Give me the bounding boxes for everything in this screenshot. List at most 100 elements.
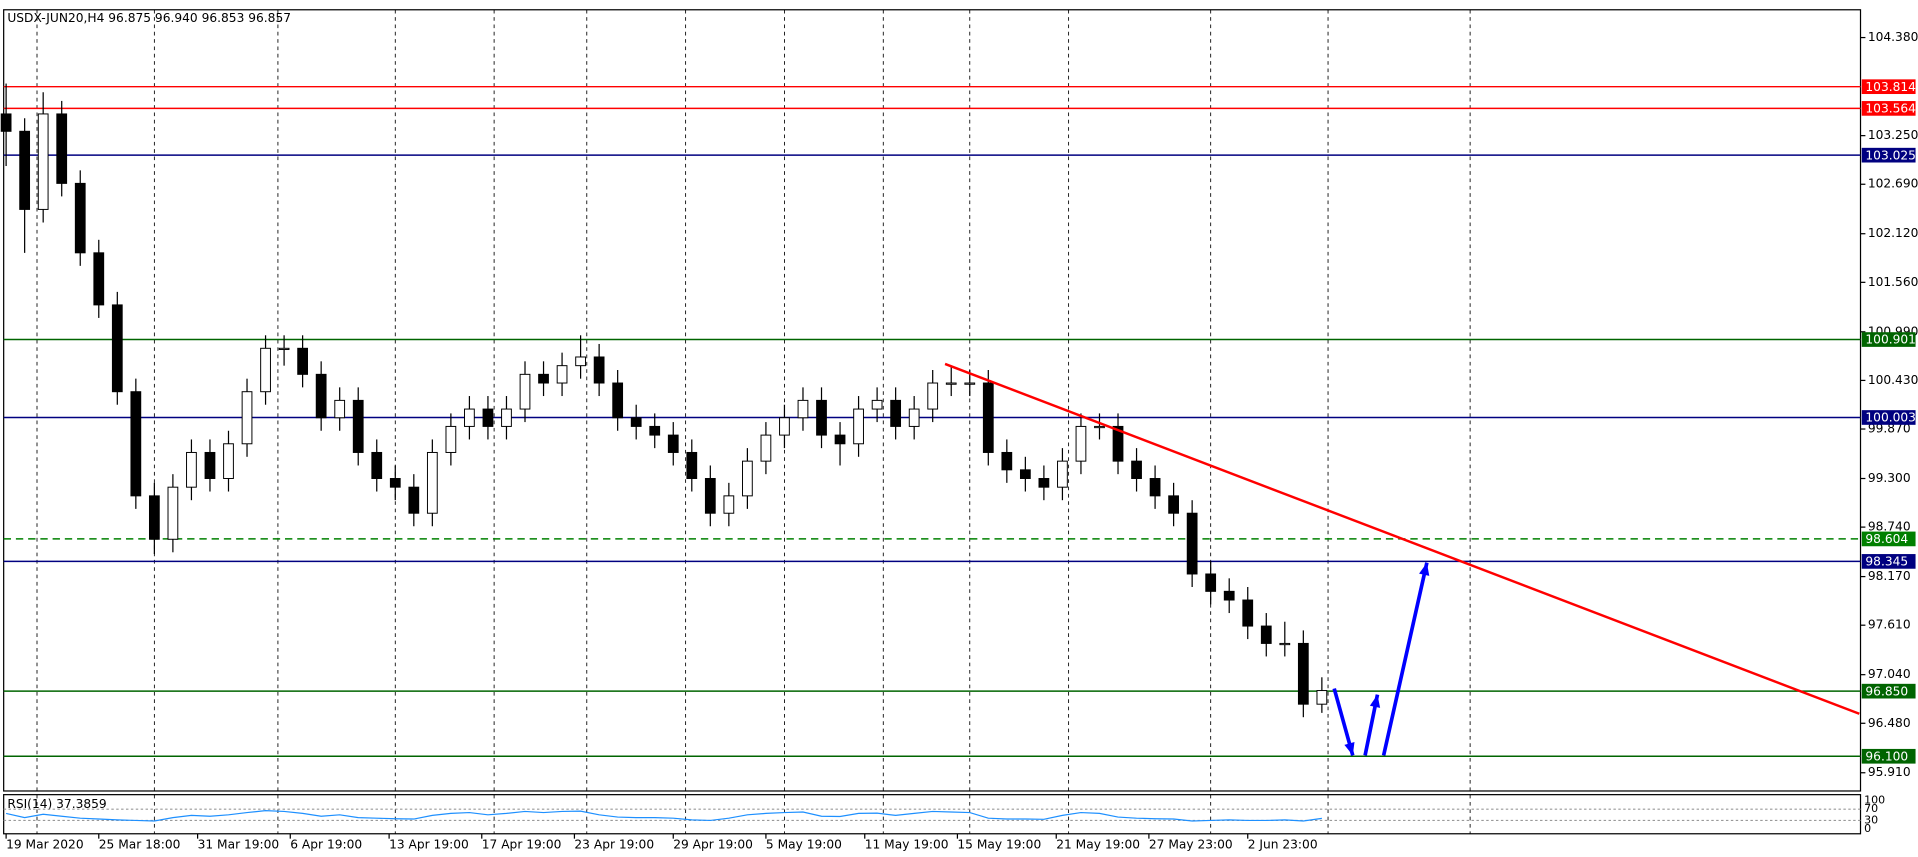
candle-body — [241, 391, 253, 445]
candle-body — [1019, 469, 1031, 479]
level-label-box — [1861, 554, 1916, 569]
level-label: 103.814 — [1865, 80, 1916, 94]
level-label-box — [1861, 748, 1916, 764]
candle-body — [704, 478, 716, 514]
y-tick-label: 97.610 — [1868, 618, 1911, 632]
x-tick-label: 25 Mar 18:00 — [99, 837, 181, 851]
candle-body — [575, 356, 586, 367]
y-tick-label: 95.910 — [1868, 765, 1911, 779]
y-tick-label: 99.300 — [1868, 471, 1911, 485]
level-label-box — [1861, 79, 1916, 95]
candle-body — [501, 408, 512, 427]
y-tick-label: 96.480 — [1868, 716, 1911, 730]
candle-body — [445, 425, 457, 453]
y-tick-label: 99.870 — [1868, 422, 1911, 436]
candle-body — [0, 113, 12, 132]
level-label: 96.850 — [1865, 684, 1908, 698]
candle-body — [408, 486, 420, 514]
y-tick-label: 101.560 — [1868, 275, 1918, 289]
candle-body — [890, 399, 902, 427]
level-label-box — [1861, 531, 1916, 547]
rsi-tick-label: 70 — [1864, 802, 1878, 815]
trendline — [944, 362, 1860, 715]
candle-body — [111, 304, 123, 393]
candle-body — [278, 347, 290, 351]
x-tick-label: 5 May 19:00 — [766, 837, 842, 851]
candle-body — [223, 443, 234, 479]
candle-body — [37, 113, 49, 210]
candle-body — [315, 373, 327, 419]
candle-body — [667, 434, 679, 453]
candle-body — [519, 373, 531, 410]
y-tick-label: 102.120 — [1868, 226, 1918, 240]
candle-body — [1001, 451, 1013, 471]
candle-body — [927, 382, 939, 410]
candle-body — [945, 382, 957, 385]
y-tick-label: 100.430 — [1868, 373, 1918, 387]
candle-body — [1131, 460, 1142, 479]
candle-body — [389, 478, 401, 488]
candle-body — [1316, 690, 1328, 705]
candle-body — [1297, 642, 1309, 705]
candle-body — [186, 451, 197, 488]
candle-body — [742, 460, 753, 497]
rsi-tick-label: 0 — [1864, 822, 1871, 835]
candle-body — [371, 451, 383, 479]
candle-body — [982, 382, 994, 453]
level-label: 98.604 — [1865, 532, 1908, 546]
y-tick-label: 98.740 — [1868, 520, 1911, 534]
candle-body — [93, 252, 105, 306]
candle-body — [56, 113, 68, 184]
level-label: 96.100 — [1865, 749, 1908, 763]
candle-body — [1075, 425, 1087, 462]
x-tick-label: 15 May 19:00 — [957, 837, 1041, 851]
y-tick-label: 102.690 — [1868, 177, 1918, 191]
candle-body — [871, 399, 883, 410]
rsi-tick-label: 30 — [1864, 813, 1878, 826]
candle-body — [1168, 495, 1179, 514]
candle-body — [797, 399, 809, 419]
candle-body — [19, 130, 31, 210]
rsi-line — [5, 809, 1322, 822]
candle-body — [1205, 573, 1217, 592]
arrow-head — [1419, 562, 1430, 576]
chart-title: USDX-JUN20,H4 96.875 96.940 96.853 96.85… — [7, 11, 291, 25]
rsi-label: RSI(14) 37.3859 — [7, 797, 106, 811]
x-tick-label: 6 Apr 19:00 — [290, 837, 362, 851]
candle-body — [1186, 512, 1198, 575]
candle-body — [1149, 478, 1161, 497]
main-frame — [3, 9, 1862, 792]
x-tick-label: 19 Mar 2020 — [6, 837, 83, 851]
level-label: 103.564 — [1865, 101, 1916, 115]
rsi-tick-label: 100 — [1864, 794, 1885, 807]
candle-body — [482, 408, 494, 427]
x-tick-label: 23 Apr 19:00 — [574, 837, 654, 851]
candle-body — [964, 382, 976, 385]
x-tick-label: 17 Apr 19:00 — [482, 837, 562, 851]
candle-body — [686, 451, 698, 479]
candle-body — [130, 391, 142, 497]
candle-body — [334, 399, 346, 419]
candle-body — [204, 451, 216, 479]
candle-body — [538, 373, 549, 384]
candle-body — [612, 382, 624, 419]
level-label: 100.003 — [1865, 411, 1916, 425]
level-label-box — [1861, 101, 1916, 116]
candle-body — [1094, 425, 1105, 429]
candle-body — [1038, 478, 1050, 488]
x-tick-label: 13 Apr 19:00 — [389, 837, 469, 851]
arrow-head — [1369, 694, 1381, 708]
candle-body — [779, 417, 790, 436]
x-tick-label: 2 Jun 23:00 — [1248, 837, 1318, 851]
candle-body — [556, 365, 568, 384]
y-tick-label: 98.170 — [1868, 569, 1911, 583]
candle-body — [630, 417, 642, 427]
candle-body — [74, 182, 86, 254]
candle-body — [834, 434, 846, 445]
candle-body — [1112, 425, 1124, 462]
candle-body — [1242, 599, 1254, 627]
candle-body — [1260, 625, 1272, 644]
